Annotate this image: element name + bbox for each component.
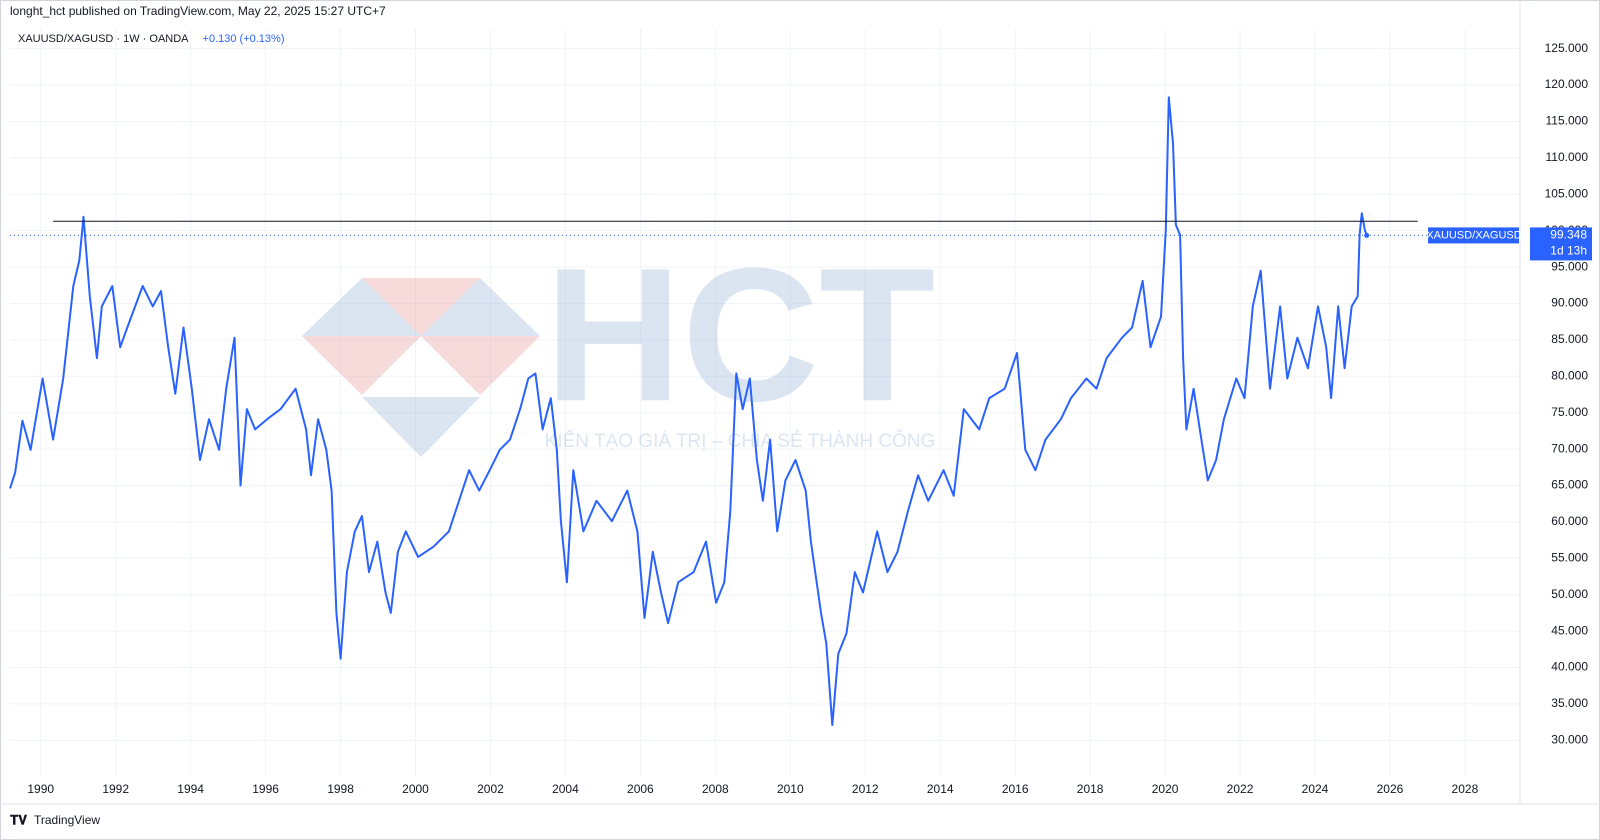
x-tick-label: 2008 bbox=[702, 782, 729, 796]
x-tick-label: 2004 bbox=[552, 782, 579, 796]
y-tick-label: 85.000 bbox=[1551, 332, 1588, 346]
y-tick-label: 75.000 bbox=[1551, 405, 1588, 419]
price-tag-countdown: 1d 13h bbox=[1550, 244, 1587, 258]
y-tick-label: 65.000 bbox=[1551, 478, 1588, 492]
x-tick-label: 2028 bbox=[1452, 782, 1479, 796]
x-tick-label: 2026 bbox=[1377, 782, 1404, 796]
y-tick-label: 95.000 bbox=[1551, 259, 1588, 273]
x-tick-label: 2014 bbox=[927, 782, 954, 796]
last-point bbox=[1364, 232, 1370, 238]
logo-shape bbox=[302, 278, 421, 395]
x-tick-label: 2016 bbox=[1002, 782, 1029, 796]
watermark-logo: HCT bbox=[545, 229, 935, 441]
logo-shape bbox=[362, 278, 480, 336]
x-tick-label: 2020 bbox=[1152, 782, 1179, 796]
footer-brand: TradingView bbox=[34, 813, 100, 827]
y-tick-label: 45.000 bbox=[1551, 623, 1588, 637]
logo-shape bbox=[421, 336, 540, 395]
y-tick-label: 55.000 bbox=[1551, 550, 1588, 564]
y-tick-label: 105.000 bbox=[1545, 186, 1589, 200]
watermark-slogan: KIẾN TẠO GIÁ TRỊ – CHIA SẺ THÀNH CÔNG bbox=[545, 430, 936, 452]
x-tick-label: 1994 bbox=[177, 782, 204, 796]
x-tick-label: 2002 bbox=[477, 782, 504, 796]
legend-symbol: XAUUSD/XAGUSD · 1W · OANDA bbox=[18, 33, 189, 45]
x-tick-label: 2012 bbox=[852, 782, 879, 796]
x-tick-label: 2006 bbox=[627, 782, 654, 796]
price-line bbox=[9, 96, 1368, 726]
y-tick-label: 40.000 bbox=[1551, 660, 1588, 674]
y-tick-label: 115.000 bbox=[1546, 114, 1589, 128]
price-tag bbox=[1428, 227, 1519, 244]
y-tick-label: 30.000 bbox=[1551, 732, 1588, 746]
y-tick-label: 120.000 bbox=[1545, 77, 1589, 91]
x-tick-label: 2018 bbox=[1077, 782, 1104, 796]
x-tick-label: 2000 bbox=[402, 782, 429, 796]
plot bbox=[9, 96, 1520, 726]
y-tick-label: 110.000 bbox=[1546, 150, 1589, 164]
grid bbox=[10, 29, 1520, 776]
y-tick-label: 60.000 bbox=[1551, 514, 1588, 528]
y-tick-label: 90.000 bbox=[1551, 296, 1588, 310]
y-tick-label: 125.000 bbox=[1545, 41, 1589, 55]
watermark: HCT KIẾN TẠO GIÁ TRỊ – CHIA SẺ THÀNH CÔN… bbox=[302, 229, 935, 457]
logo-mark: 𝐓𝐕 bbox=[10, 812, 27, 827]
y-tick-label: 80.000 bbox=[1551, 368, 1588, 382]
price-tag-name: XAUUSD/XAGUSD bbox=[1426, 229, 1521, 241]
y-tick-label: 35.000 bbox=[1551, 696, 1588, 710]
y-tick-label: 50.000 bbox=[1551, 587, 1588, 601]
legend-change: +0.130 (+0.13%) bbox=[203, 33, 285, 45]
x-tick-label: 2010 bbox=[777, 782, 804, 796]
x-tick-label: 2022 bbox=[1227, 782, 1254, 796]
x-tick-label: 1990 bbox=[27, 782, 54, 796]
publish-header: longht_hct published on TradingView.com,… bbox=[10, 4, 386, 18]
x-tick-label: 2024 bbox=[1302, 782, 1329, 796]
logo-shape bbox=[421, 278, 540, 395]
price-tag-value: 99.348 bbox=[1550, 228, 1587, 242]
x-tick-label: 1992 bbox=[102, 782, 129, 796]
y-tick-label: 70.000 bbox=[1551, 441, 1588, 455]
x-tick-label: 1996 bbox=[252, 782, 279, 796]
logo-shape bbox=[302, 336, 421, 395]
logo-shape bbox=[362, 397, 480, 457]
price-tag bbox=[1530, 227, 1592, 261]
x-tick-label: 1998 bbox=[327, 782, 354, 796]
